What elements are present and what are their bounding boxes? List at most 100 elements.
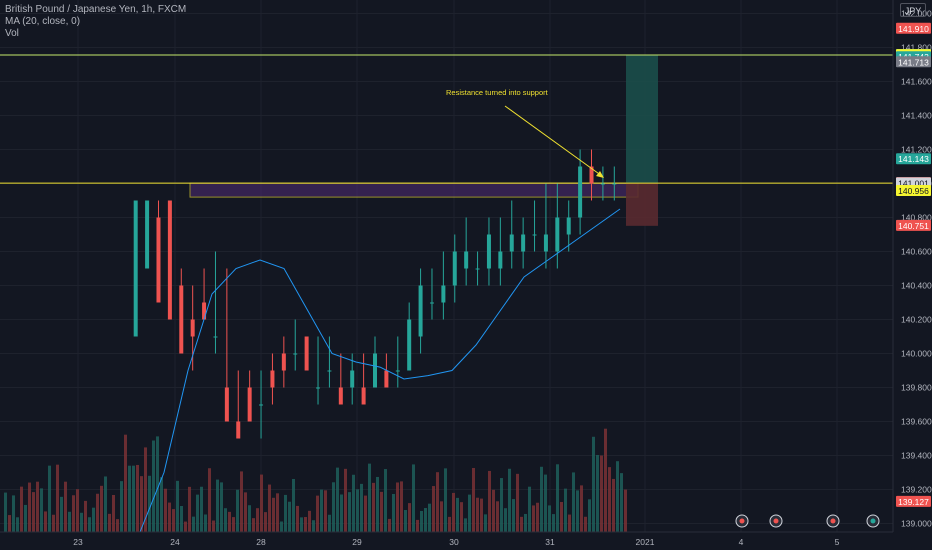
volume-bar [400,481,403,532]
volume-bar [52,514,55,532]
volume-bar [36,481,39,532]
candle-body [475,268,480,270]
event-markers[interactable] [735,514,880,528]
volume-bar [184,521,187,532]
ma-indicator-label[interactable]: MA (20, close, 0) [5,16,81,27]
x-tick-label: 5 [835,537,840,547]
resistance-zone [189,182,639,198]
candle-body [316,387,321,389]
economic-event-icon[interactable] [826,514,840,528]
economic-event-icon[interactable] [735,514,749,528]
candle-body [418,285,423,337]
price-labels: 141.910141.756141.755141.743141.713141.1… [896,22,931,507]
y-tick-label: 140.400 [901,281,932,291]
volume-bar [100,485,103,532]
horizontal-levels [0,54,893,184]
x-tick-label: 23 [73,537,83,547]
candle-body [156,217,161,303]
x-tick-label: 2021 [636,537,655,547]
economic-event-icon[interactable] [769,514,783,528]
volume-bar [224,508,227,532]
annotation[interactable]: Resistance turned into support [446,88,604,178]
candle-body [578,166,583,218]
volume-bar [520,516,523,532]
candle-body [247,387,252,422]
volume-bar [528,486,531,532]
volume-bar [28,482,31,532]
volume-bar [236,489,239,532]
volume-bar [264,512,267,532]
volume-bar [580,485,583,532]
y-tick-label: 141.200 [901,145,932,155]
volume-bar [80,512,83,532]
volume-bar [364,495,367,532]
volume-bar [392,493,395,532]
candle-body [202,302,207,320]
volume-bar [396,482,399,532]
symbol-title[interactable]: British Pound / Japanese Yen, 1h, FXCM [5,4,187,15]
candle-body [429,302,434,304]
volume-bar [40,488,43,532]
volume-bar [92,507,95,532]
candle-body [145,200,150,269]
price-label-bg [896,153,931,165]
currency-button[interactable]: JPY [900,3,926,17]
volume-bar [284,494,287,532]
volume-bar [48,465,51,532]
candle-body [259,404,264,406]
candle-body [327,370,332,372]
candle-body [555,217,560,252]
volume-bar [356,489,359,532]
candle-body [464,251,469,269]
volume-bar [244,492,247,532]
y-tick-label: 139.600 [901,417,932,427]
volume-bar [620,473,623,532]
candle-body [600,183,605,185]
flag-event-icon[interactable] [866,514,880,528]
volume-bar [88,517,91,532]
volume-bar [144,447,147,532]
volume-bar [260,474,263,532]
volume-bar [604,428,607,532]
candle-body [179,285,184,354]
volume-bar [192,516,195,532]
volume-bar [588,499,591,532]
ma-line [139,208,621,533]
candle-body [407,319,412,371]
candle-body [373,353,377,388]
event-dot [870,518,876,524]
candle-body [133,200,138,337]
volume-bar [452,492,455,532]
price-label-bg [896,495,931,507]
candle-body [224,387,229,422]
volume-indicator-label[interactable]: Vol [5,28,19,39]
volume-bar [488,470,491,532]
candle-body [190,319,195,337]
candle-body [236,421,241,439]
volume-bar [512,499,515,532]
volume-bar [204,514,207,532]
price-axis-panel [893,0,932,532]
event-dot [739,518,745,524]
volume-bar [388,518,391,532]
candle-body [441,285,446,303]
event-dot [773,518,779,524]
volume-bar [180,505,183,532]
volume-bar [176,480,179,532]
volume-bar [616,461,619,532]
volume-bar [600,455,603,532]
volume-bar [584,516,587,532]
y-tick-label: 139.200 [901,485,932,495]
volume-bar [368,463,371,532]
volume-bar [248,505,251,532]
volume-bar [320,489,323,532]
volume-bar [344,468,347,532]
candle-body [304,336,309,371]
volume-bar [428,503,431,532]
price-label-text: 141.143 [898,154,929,164]
volume-bar [136,464,139,532]
volume-bar [196,494,199,532]
volume-bar [336,467,339,532]
candle-body [486,234,491,269]
